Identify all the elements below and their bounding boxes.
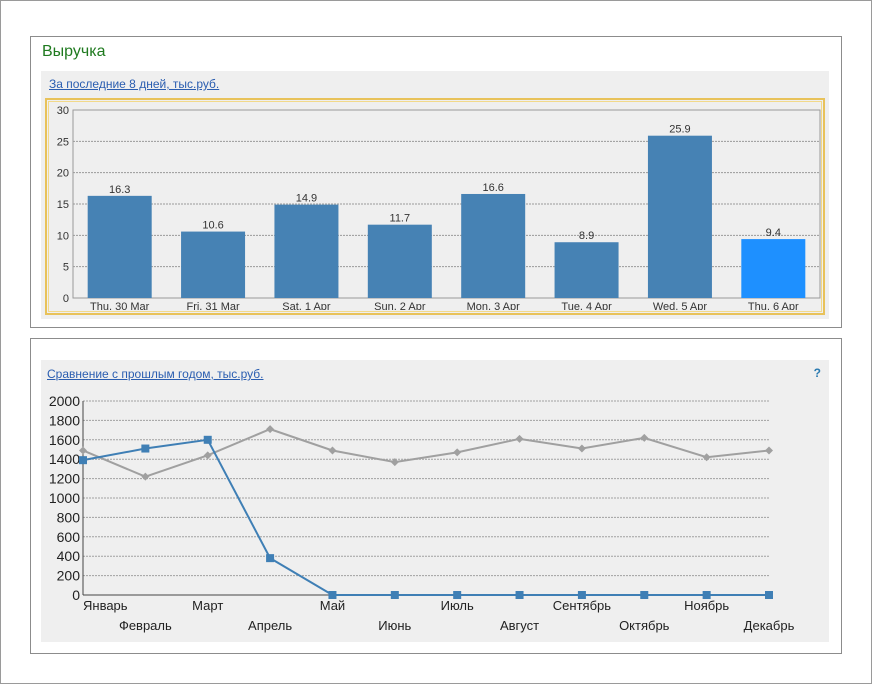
bar xyxy=(461,193,526,298)
x-tick-label: Sun, 2 Apr xyxy=(374,301,426,310)
y-tick-label: 25 xyxy=(57,136,69,148)
y-tick-label: 400 xyxy=(57,548,81,564)
data-point xyxy=(141,444,150,453)
bar-value-label: 8.9 xyxy=(579,230,594,242)
data-point xyxy=(79,446,87,455)
data-point xyxy=(328,446,337,455)
recent-days-link[interactable]: За последние 8 дней, тыс.руб. xyxy=(49,77,220,91)
bar xyxy=(274,204,339,298)
y-tick-label: 1000 xyxy=(49,490,80,506)
y-tick-label: 800 xyxy=(57,509,81,525)
data-point xyxy=(702,591,711,599)
data-point xyxy=(203,435,212,444)
y-tick-label: 20 xyxy=(57,168,69,180)
x-tick-label: Октябрь xyxy=(619,618,670,633)
data-point xyxy=(515,434,524,443)
year-comparison-panel: Сравнение с прошлым годом, тыс.руб. ? 0 2… xyxy=(30,338,842,654)
line-chart: 0 200 400 600 800 1000 1200 1400 1600 1800 2000 Янв… xyxy=(49,393,795,633)
x-tick-label: Сентябрь xyxy=(553,598,611,613)
data-point xyxy=(79,456,87,465)
year-comparison-section: Сравнение с прошлым годом, тыс.руб. ? 0 2… xyxy=(41,360,829,642)
x-tick-label: Wed, 5 Apr xyxy=(653,301,708,310)
data-point xyxy=(640,433,649,442)
x-tick-label: Mon, 3 Apr xyxy=(467,301,521,310)
year-comparison-link[interactable]: Сравнение с прошлым годом, тыс.руб. xyxy=(47,367,264,381)
bar-chart: 0 5 10 15 20 25 30 16.3 Thu, 30 Mar 10.6 Fri, 31 M… xyxy=(57,105,821,310)
x-tick-label: Июнь xyxy=(378,618,411,633)
y-tick-label: 600 xyxy=(57,529,81,545)
x-tick-label: Fri, 31 Mar xyxy=(186,301,240,310)
x-tick-label: Thu, 30 Mar xyxy=(90,301,150,310)
bar-value-label: 14.9 xyxy=(296,193,317,205)
data-point xyxy=(266,425,275,434)
bar-value-label: 9.4 xyxy=(766,227,781,239)
y-tick-label: 200 xyxy=(57,568,81,584)
data-point xyxy=(702,453,711,462)
bar-chart-frame: 0 5 10 15 20 25 30 16.3 Thu, 30 Mar 10.6 Fri, 31 M… xyxy=(45,98,825,315)
x-tick-label: Tue, 4 Apr xyxy=(561,301,612,310)
bar-value-label: 16.6 xyxy=(482,182,503,194)
x-tick-label: Март xyxy=(192,598,223,613)
data-point xyxy=(141,472,150,481)
data-point xyxy=(390,591,399,599)
y-tick-label: 0 xyxy=(63,293,69,305)
bar-value-label: 10.6 xyxy=(202,220,223,232)
y-tick-label: 1800 xyxy=(49,412,80,428)
y-tick-label: 2000 xyxy=(49,393,80,409)
bar-value-label: 16.3 xyxy=(109,184,130,196)
data-point xyxy=(390,458,399,467)
bar xyxy=(647,135,712,298)
data-point xyxy=(577,444,586,453)
bar xyxy=(367,224,432,298)
x-tick-label: Август xyxy=(500,618,539,633)
series-line xyxy=(82,438,769,596)
data-point xyxy=(328,591,337,599)
data-point xyxy=(577,591,586,599)
data-point xyxy=(203,451,212,460)
data-point xyxy=(765,591,773,599)
y-tick-label: 1600 xyxy=(49,432,80,448)
bar-value-label: 25.9 xyxy=(669,124,690,136)
y-tick-label: 10 xyxy=(57,230,69,242)
data-point xyxy=(640,591,649,599)
x-tick-label: Thu, 6 Apr xyxy=(748,301,799,310)
bar xyxy=(87,195,152,298)
data-point xyxy=(453,448,462,457)
y-tick-label: 1200 xyxy=(49,471,80,487)
recent-days-section: За последние 8 дней, тыс.руб. 0 5 10 15 20 25… xyxy=(41,71,829,319)
y-tick-label: 5 xyxy=(63,262,69,274)
x-tick-label: Ноябрь xyxy=(684,598,729,613)
y-tick-label: 1400 xyxy=(49,451,80,467)
x-tick-label: Декабрь xyxy=(744,618,795,633)
data-point xyxy=(515,591,524,599)
x-tick-label: Апрель xyxy=(248,618,292,633)
y-tick-label: 30 xyxy=(57,105,69,117)
y-tick-label: 0 xyxy=(72,587,80,603)
x-tick-label: Февраль xyxy=(119,618,172,633)
series-line xyxy=(82,428,770,478)
panel-title: Выручка xyxy=(42,43,106,60)
x-tick-label: Июль xyxy=(441,598,474,613)
data-point xyxy=(266,554,275,563)
x-tick-label: Май xyxy=(320,598,345,613)
x-tick-label: Январь xyxy=(83,598,128,613)
x-tick-label: Sat, 1 Apr xyxy=(282,301,331,310)
bar xyxy=(181,231,246,298)
data-point xyxy=(453,591,462,599)
revenue-panel: Выручка За последние 8 дней, тыс.руб. 0 5… xyxy=(30,36,842,328)
y-tick-label: 15 xyxy=(57,199,69,211)
help-button[interactable]: ? xyxy=(813,366,821,380)
bar-value-label: 11.7 xyxy=(390,213,411,225)
bar xyxy=(741,239,806,298)
data-point xyxy=(765,446,773,455)
bar xyxy=(554,242,619,298)
